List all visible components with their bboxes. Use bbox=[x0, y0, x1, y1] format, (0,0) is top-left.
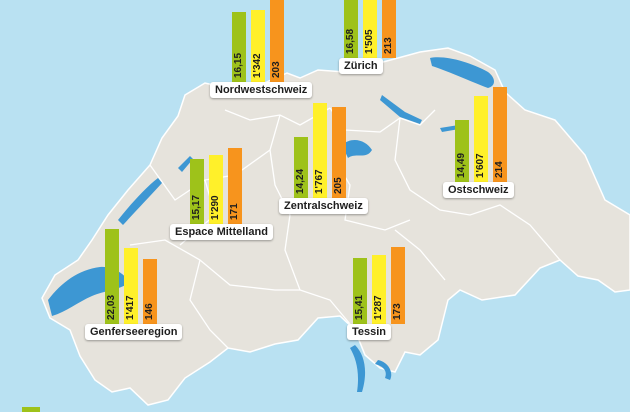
region-label: Genferseeregion bbox=[85, 324, 183, 340]
bar-green: 15,17 bbox=[190, 159, 204, 224]
bar-value-label: 205 bbox=[333, 177, 344, 194]
bar-value-label: 214 bbox=[494, 161, 505, 178]
region-nordwestschweiz: 16,15 1'342 203 Nordwestschweiz bbox=[210, 0, 313, 98]
bar-value-label: 1'767 bbox=[314, 169, 325, 194]
bar-value-label: 15,41 bbox=[354, 294, 365, 320]
region-ostschweiz: 14,49 1'607 214 Ostschweiz bbox=[443, 58, 514, 198]
lake-zurich bbox=[380, 95, 422, 124]
lake-lugano bbox=[375, 360, 392, 380]
bar-value-label: 203 bbox=[271, 61, 282, 78]
bar-value-label: 146 bbox=[144, 303, 155, 320]
lake-lucerne bbox=[342, 139, 372, 158]
bar-green: 22,03 bbox=[105, 229, 119, 324]
bar-green: 14,49 bbox=[455, 120, 469, 182]
bar-value-label: 22,03 bbox=[106, 294, 117, 320]
region-label: Ostschweiz bbox=[443, 182, 514, 198]
bar-group: 14,49 1'607 214 bbox=[455, 58, 507, 182]
bar-group: 16,15 1'342 203 bbox=[232, 0, 284, 82]
bar-value-label: 1'505 bbox=[364, 29, 375, 54]
bar-yellow: 1'505 bbox=[363, 0, 377, 58]
region-espace-mittelland: 15,17 1'290 171 Espace Mittelland bbox=[170, 124, 273, 240]
bar-yellow: 1'417 bbox=[124, 248, 138, 324]
region-label: Tessin bbox=[347, 324, 392, 340]
bar-green: 15,41 bbox=[353, 258, 367, 324]
bar-value-label: 14,24 bbox=[295, 168, 306, 194]
legend-swatch-green bbox=[22, 407, 40, 412]
bar-value-label: 15,17 bbox=[191, 194, 202, 220]
bar-yellow: 1'290 bbox=[209, 155, 223, 224]
lake-maggiore bbox=[350, 345, 366, 392]
bar-green: 14,24 bbox=[294, 137, 308, 198]
bar-value-label: 1'417 bbox=[125, 295, 136, 320]
region-label: Zürich bbox=[339, 58, 383, 74]
bar-value-label: 171 bbox=[229, 203, 240, 220]
region-genferseeregion: 22,03 1'417 146 Genferseeregion bbox=[85, 198, 183, 340]
bar-value-label: 1'607 bbox=[475, 153, 486, 178]
region-label: Nordwestschweiz bbox=[210, 82, 313, 98]
bar-green: 16,58 bbox=[344, 0, 358, 58]
bar-value-label: 213 bbox=[383, 37, 394, 54]
bar-orange: 173 bbox=[391, 247, 405, 324]
lake-neuchatel bbox=[118, 178, 162, 225]
bar-value-label: 16,15 bbox=[233, 52, 244, 78]
region-label: Zentralschweiz bbox=[279, 198, 368, 214]
region-zentralschweiz: 14,24 1'767 205 Zentralschweiz bbox=[279, 78, 368, 214]
region-label: Espace Mittelland bbox=[170, 224, 273, 240]
bar-group: 15,17 1'290 171 bbox=[190, 124, 242, 224]
bar-group: 15,41 1'287 173 bbox=[353, 224, 405, 324]
bar-yellow: 1'607 bbox=[474, 96, 488, 182]
region-zurich: 16,58 1'505 213 Zürich bbox=[339, 0, 396, 74]
bar-group: 22,03 1'417 146 bbox=[105, 198, 157, 324]
bar-orange: 214 bbox=[493, 87, 507, 182]
bar-value-label: 16,58 bbox=[345, 28, 356, 54]
bar-yellow: 1'342 bbox=[251, 10, 265, 82]
lake-biel bbox=[178, 156, 193, 172]
bar-orange: 203 bbox=[270, 0, 284, 82]
bar-group: 14,24 1'767 205 bbox=[294, 78, 346, 198]
bar-yellow: 1'767 bbox=[313, 103, 327, 198]
bar-orange: 213 bbox=[382, 0, 396, 58]
bar-value-label: 1'342 bbox=[252, 53, 263, 78]
lake-constance bbox=[430, 57, 494, 88]
bar-orange: 146 bbox=[143, 259, 157, 324]
bar-orange: 171 bbox=[228, 148, 242, 224]
bar-value-label: 1'290 bbox=[210, 195, 221, 220]
bar-green: 16,15 bbox=[232, 12, 246, 82]
bar-value-label: 173 bbox=[392, 303, 403, 320]
bar-orange: 205 bbox=[332, 107, 346, 198]
bar-group: 16,58 1'505 213 bbox=[344, 0, 396, 58]
bar-yellow: 1'287 bbox=[372, 255, 386, 324]
region-tessin: 15,41 1'287 173 Tessin bbox=[347, 224, 405, 340]
bar-value-label: 1'287 bbox=[373, 295, 384, 320]
bar-value-label: 14,49 bbox=[456, 152, 467, 178]
